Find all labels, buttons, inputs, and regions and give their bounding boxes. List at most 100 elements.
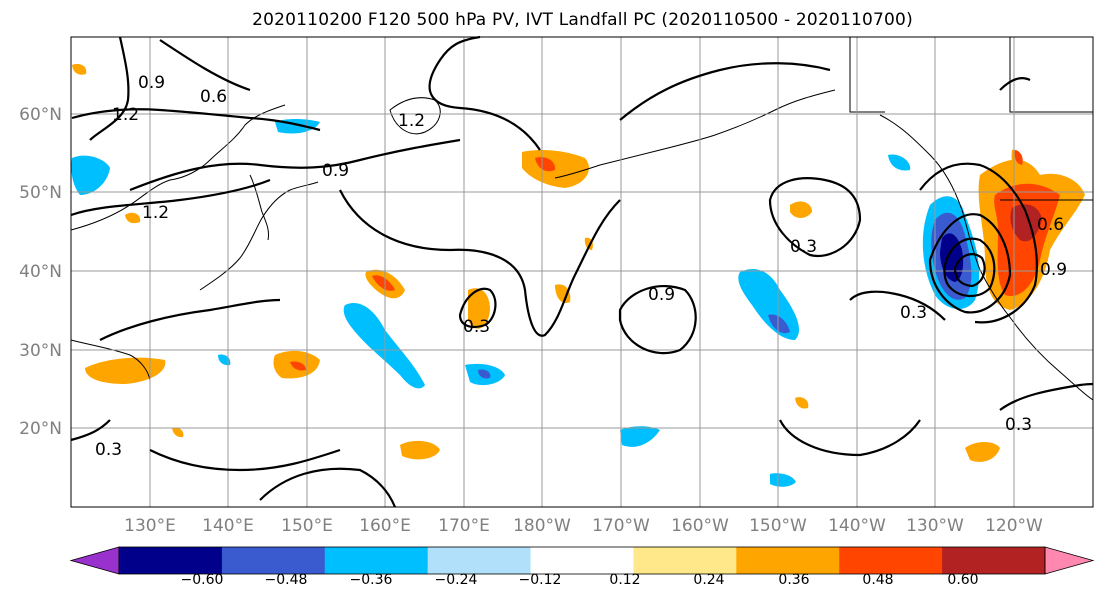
colorbar-segment	[427, 547, 532, 574]
lon-label: 160°E	[359, 516, 411, 536]
lat-label: 40°N	[19, 262, 62, 282]
contour-1.2-west	[70, 178, 271, 217]
colorbar-tick-label: −0.36	[350, 572, 393, 588]
contour-south-1	[149, 448, 341, 472]
contour-low-1	[928, 213, 1012, 314]
shade-neg-blob18	[218, 354, 231, 366]
longitude-axis: 130°E 140°E 150°E 160°E 170°E 180°W 170°…	[124, 516, 1043, 536]
contour-0.9-loop	[618, 285, 697, 355]
lon-label: 150°W	[749, 516, 807, 536]
colorbar-segment	[530, 547, 634, 574]
colorbar-tick-label: 0.24	[693, 572, 724, 588]
contour-0.3-se	[849, 290, 946, 321]
contour-label-group: 0.9 0.6 1.2 0.9 1.2 1.2 0.3 0.3 0.9 0.3 …	[95, 73, 1067, 460]
contour-label: 0.9	[1040, 260, 1067, 280]
colorbar-tick-label: 0.36	[778, 572, 809, 588]
contour-label: 1.2	[112, 105, 139, 125]
contour-label: 0.9	[322, 161, 349, 181]
contour-label: 0.3	[95, 440, 122, 460]
lat-label: 20°N	[19, 419, 62, 439]
lon-label: 120°W	[985, 516, 1043, 536]
contour-low-3	[953, 253, 986, 288]
lat-label: 60°N	[19, 105, 62, 125]
colorbar-segment	[324, 547, 429, 574]
lon-label: 140°E	[202, 516, 254, 536]
contour-label: 0.3	[900, 303, 927, 323]
shade-pos-inland-core	[1010, 204, 1042, 242]
shade-pos-blob17	[125, 212, 141, 224]
shade-neg-wpac	[343, 302, 425, 389]
shade-neg-blob15	[888, 154, 911, 171]
lon-label: 170°W	[592, 516, 650, 536]
shade-pos-dateline-core	[535, 157, 556, 172]
coast-china	[70, 339, 151, 381]
coast-na-west	[879, 114, 1094, 401]
contour-label: 0.3	[790, 237, 817, 257]
contour-label: 0.3	[463, 317, 490, 337]
contour-low-2	[943, 237, 996, 297]
contour-label: 1.2	[398, 111, 425, 131]
contour-0.3-loop	[458, 287, 497, 329]
contour-0.3-mexico	[999, 382, 1094, 411]
contour-1.2-north	[71, 108, 321, 132]
coast-kamchatka	[389, 97, 441, 135]
shade-pos-blob4-core	[290, 361, 306, 371]
lon-label: 140°W	[828, 516, 886, 536]
latitude-axis: 60°N 50°N 40°N 30°N 20°N	[19, 105, 62, 439]
coast-canada-border	[1009, 37, 1093, 113]
lon-label: 170°E	[438, 516, 490, 536]
contour-label: 0.6	[1037, 215, 1064, 235]
lon-label: 160°W	[671, 516, 729, 536]
colorbar-extend-high	[1044, 546, 1095, 575]
shade-pos-blob20	[795, 397, 809, 409]
contour-0.3-central	[339, 189, 621, 337]
contour-0.9-mid	[129, 138, 461, 192]
lon-label: 180°W	[513, 516, 571, 536]
map-title: 2020110200 F120 500 hPa PV, IVT Landfall…	[252, 10, 913, 30]
shade-neg-blob12	[71, 155, 110, 195]
contour-label: 0.9	[648, 285, 675, 305]
colorbar-segment	[736, 547, 840, 574]
colorbar-tick-label: 0.60	[947, 572, 978, 588]
contour-0.9-nw	[89, 36, 130, 141]
colorbar-extend-low	[69, 546, 120, 575]
shade-pos-blob5	[85, 357, 166, 384]
contour-0.3-east	[768, 177, 862, 258]
lat-label: 50°N	[19, 183, 62, 203]
colorbar-tick-label: 0.12	[609, 572, 640, 588]
coast-aleutians	[554, 89, 836, 179]
grid-lines	[71, 37, 1093, 507]
colorbar-segment	[942, 547, 1046, 574]
shade-pos-blob3	[555, 284, 571, 304]
coastlines	[70, 37, 1094, 401]
shade-neg-blob8	[620, 426, 660, 447]
coast-japan	[199, 181, 319, 291]
pv-contours	[70, 35, 1094, 508]
colorbar-tick-label: −0.60	[181, 572, 224, 588]
contour-south-2	[259, 467, 397, 508]
contour-label: 0.3	[1005, 415, 1032, 435]
contour-canada	[999, 76, 1031, 91]
colorbar-tick-label: −0.24	[435, 572, 478, 588]
colorbar-segment	[839, 547, 943, 574]
contour-label: 0.6	[200, 87, 227, 107]
colorbar-tick-label: 0.48	[862, 572, 893, 588]
contour-label: 1.2	[142, 203, 169, 223]
map-frame	[70, 36, 1094, 508]
contour-south-east	[779, 419, 921, 457]
shade-pos-blob16	[1014, 150, 1023, 165]
shade-pos-blob14	[72, 64, 87, 75]
coast-alaska-border	[849, 37, 885, 113]
shade-pos-blob7	[400, 440, 440, 460]
contour-alaska-1	[619, 62, 831, 121]
contour-pacific-nw	[428, 35, 541, 151]
shade-pos-blob2	[468, 288, 490, 329]
colorbar-segment	[633, 547, 737, 574]
contour-0.3-sw	[70, 419, 111, 442]
lon-label: 150°E	[281, 516, 333, 536]
colorbar-tick-label: −0.12	[519, 572, 562, 588]
shade-pos-blob10	[965, 442, 1000, 462]
shade-neg-midpac-core	[768, 314, 790, 334]
shade-neg-blob9	[770, 473, 796, 487]
